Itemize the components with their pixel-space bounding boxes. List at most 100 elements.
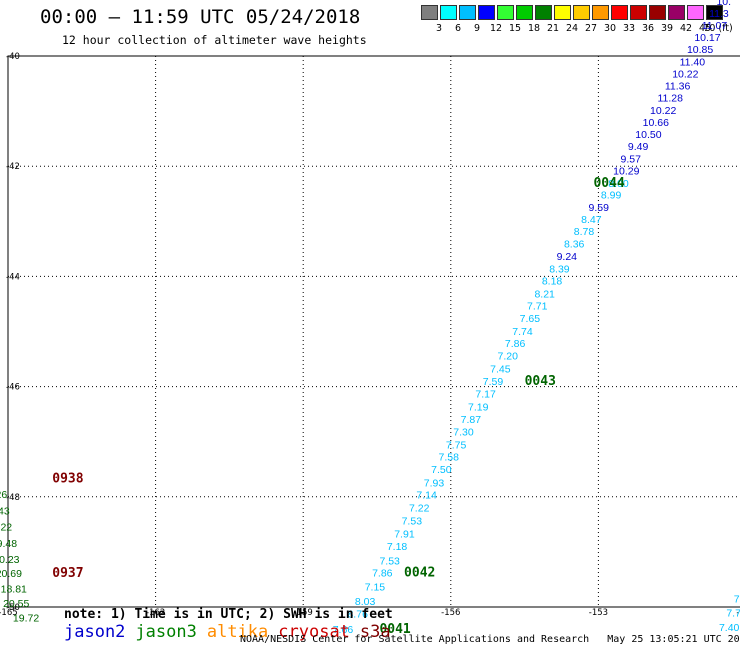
wave-height-label: 11.3 [709,8,729,20]
wave-height-label: 7.91 [394,529,415,541]
wave-height-label: 7.71 [527,300,548,312]
x-tick-label: -153 [589,608,608,618]
legend-item-jason3: jason3 [135,622,197,642]
color-scale-label: 39 [660,23,674,34]
wave-height-label: 10.85 [687,44,713,56]
pass-time-label: 0044 [593,176,624,191]
wave-height-label: 8.00 [608,178,629,190]
wave-height-label: 9.49 [628,141,649,153]
color-scale-label: 6 [454,23,462,34]
wave-height-label: 10.17 [694,32,720,44]
color-swatch [592,5,609,20]
color-swatch [497,5,514,20]
wave-height-label: 8.18 [542,276,563,288]
legend-note: note: 1) Time is in UTC; 2) SWH is in fe… [64,607,393,622]
wave-height-label: 7.58 [439,451,460,463]
color-scale-label: 30 [603,23,617,34]
x-tick-label: -162 [146,608,165,618]
wave-height-label: 7.59 [483,376,504,388]
color-swatch [554,5,571,20]
wave-height-label: 10.50 [635,129,661,141]
wave-height-label: 7.18 [387,541,408,553]
wave-height-label: 8.78 [574,226,595,238]
wave-height-label: 10.22 [650,105,676,117]
wave-height-label: 19.43 [0,505,10,517]
wave-height-label: 20.22 [0,521,12,533]
color-scale-label: 42 [679,23,693,34]
wave-height-label: 7.86 [505,338,526,350]
color-scale-label: 45 [698,23,712,34]
legend-item-altika: altika [206,622,269,642]
y-tick-label: -50 [6,603,20,613]
wave-height-label: 7.73 [726,607,740,619]
pass-time-label: 0041 [379,622,410,637]
x-tick-label: -150 [736,608,740,618]
pass-time-label: 0042 [404,566,435,581]
wave-height-label: 8.47 [581,214,602,226]
satellite-legend: jason2 jason3 altika cryosat s3a [64,622,401,642]
wave-height-label: 8.99 [601,190,622,202]
color-scale-label: 36 [641,23,655,34]
wave-height-label: 18.81 [1,584,27,596]
wave-height-label: 7.75 [446,439,467,451]
color-swatch [706,5,723,20]
wave-height-label: 20.69 [0,568,22,580]
pass-time-label: 0937 [52,566,83,581]
color-swatch [478,5,495,20]
color-swatch [535,5,552,20]
pass-time-label: 0043 [525,374,556,389]
color-scale-label: 15 [508,23,522,34]
plot-frame [7,55,740,608]
chart-title: 00:00 – 11:59 UTC 05/24/2018 [40,6,361,28]
wave-height-label: 10. [716,0,731,8]
pass-time-label: 0938 [52,471,83,486]
wave-height-label: 7.19 [468,401,489,413]
credit-line: NOAA/NESDIS Center for Satellite Applica… [240,634,740,645]
wave-height-label: 7.93 [424,477,445,489]
wave-height-label: 7.45 [490,363,511,375]
wave-height-label: 11.36 [665,81,691,93]
wave-height-label: 8.03 [355,596,376,608]
wave-height-label: 8.39 [549,264,570,276]
wave-height-label: 7.40 [719,622,740,634]
wave-height-label: 8.76 [347,608,368,620]
wave-height-label: 20.55 [3,598,29,610]
wave-height-label: 7.50 [431,464,452,476]
color-swatch [421,5,438,20]
color-scale-label: 18 [527,23,541,34]
x-tick-label: -159 [294,608,313,618]
wave-height-label: 11.40 [680,56,706,68]
y-tick-label: -44 [6,272,20,282]
x-tick-label: -165 [0,608,18,618]
wave-height-label: 9.57 [621,153,642,165]
wave-height-label: 11.28 [657,93,683,105]
wave-height-label: 8.21 [534,288,555,300]
color-swatch [573,5,590,20]
wave-height-label: 7.54 [734,594,740,606]
wave-height-label: 7.86 [372,568,393,580]
color-scale-label: 70 (ft) [703,23,733,34]
y-tick-label: -42 [6,162,20,172]
color-swatch [516,5,533,20]
legend-item-jason2: jason2 [64,622,126,642]
color-swatch [649,5,666,20]
wave-height-label: 7.14 [416,489,437,501]
wave-height-label: 11.07 [702,20,728,32]
wave-height-label: 7.20 [498,351,519,363]
color-swatch [687,5,704,20]
wave-height-label: 10.22 [672,68,698,80]
chart-subtitle: 12 hour collection of altimeter wave hei… [62,33,367,47]
color-swatch [611,5,628,20]
wave-height-label: 10.66 [643,117,669,129]
wave-height-label: 7.74 [512,326,533,338]
color-scale-label: 3 [435,23,443,34]
color-scale-label: 12 [489,23,503,34]
wave-height-label: 7.87 [461,414,482,426]
wave-height-label: 7.22 [409,503,430,515]
y-tick-label: -46 [6,383,20,393]
color-swatch [459,5,476,20]
y-tick-label: -48 [6,493,20,503]
wave-height-label: 7.65 [520,313,541,325]
wave-height-label: 10.29 [613,165,639,177]
